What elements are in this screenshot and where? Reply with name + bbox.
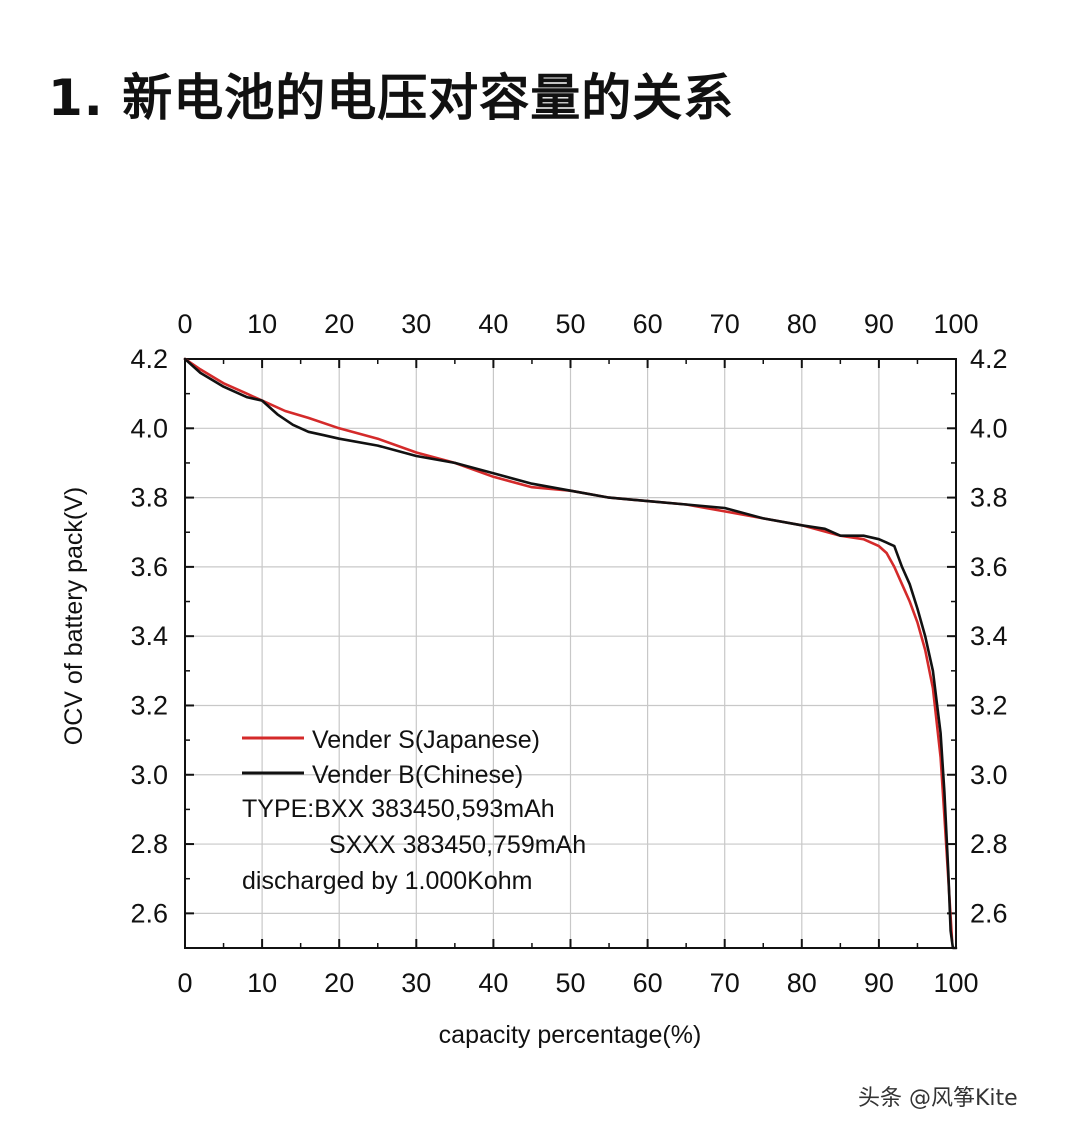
y-tick-label-right: 3.2 [970, 690, 1008, 720]
x-tick-label-top: 20 [324, 309, 354, 339]
x-tick-label-bottom: 90 [864, 968, 894, 998]
y-tick-label-left: 3.4 [130, 621, 168, 651]
y-tick-label-left: 4.0 [130, 413, 168, 443]
x-tick-label-top: 80 [787, 309, 817, 339]
y-tick-label-right: 3.8 [970, 483, 1008, 513]
y-tick-label-right: 4.2 [970, 344, 1008, 374]
y-tick-label-right: 4.0 [970, 413, 1008, 443]
series-line-vender-s [183, 357, 954, 943]
y-tick-label-left: 3.0 [130, 760, 168, 790]
x-tick-label-top: 40 [478, 309, 508, 339]
annotation-type-bxx: TYPE:BXX 383450,593mAh [242, 795, 555, 823]
tick-labels: 0 0 10 10 20 20 30 30 40 40 50 50 60 60 70 70 80 80 90 90 10… [130, 309, 1007, 998]
x-tick-label-top: 100 [933, 309, 978, 339]
x-tick-label-bottom: 10 [247, 968, 277, 998]
y-tick-label-left: 3.2 [130, 690, 168, 720]
x-tick-label-bottom: 20 [324, 968, 354, 998]
x-tick-label-top: 0 [177, 309, 192, 339]
x-axis-title: capacity percentage(%) [439, 1021, 702, 1049]
x-tick-label-bottom: 40 [478, 968, 508, 998]
x-tick-label-bottom: 100 [933, 968, 978, 998]
series-lines [183, 357, 958, 950]
x-tick-label-bottom: 0 [177, 968, 192, 998]
x-tick-label-bottom: 70 [710, 968, 740, 998]
x-tick-label-bottom: 60 [633, 968, 663, 998]
y-tick-label-right: 3.4 [970, 621, 1008, 651]
y-tick-label-left: 3.6 [130, 552, 168, 582]
grid-lines [185, 359, 956, 948]
series-line-vender-b [183, 357, 958, 950]
legend: Vender S(Japanese) Vender B(Chinese) [242, 726, 540, 789]
x-tick-label-top: 10 [247, 309, 277, 339]
x-tick-label-bottom: 50 [555, 968, 585, 998]
y-tick-label-right: 3.0 [970, 760, 1008, 790]
x-tick-label-top: 30 [401, 309, 431, 339]
x-tick-label-top: 60 [633, 309, 663, 339]
y-tick-label-right: 2.6 [970, 898, 1008, 928]
y-tick-label-left: 2.8 [130, 829, 168, 859]
watermark: 头条 @风筝Kite [858, 1086, 1018, 1111]
x-tick-label-top: 50 [555, 309, 585, 339]
legend-label-vender-b: Vender B(Chinese) [312, 761, 523, 789]
y-tick-label-right: 3.6 [970, 552, 1008, 582]
page-heading: 1. 新电池的电压对容量的关系 [48, 69, 735, 127]
x-tick-label-bottom: 30 [401, 968, 431, 998]
legend-label-vender-s: Vender S(Japanese) [312, 726, 540, 754]
annotation-sxxx: SXXX 383450,759mAh [329, 831, 586, 859]
y-tick-label-left: 4.2 [130, 344, 168, 374]
annotation-discharge: discharged by 1.000Kohm [242, 867, 532, 895]
x-tick-label-bottom: 80 [787, 968, 817, 998]
x-tick-label-top: 90 [864, 309, 894, 339]
x-tick-label-top: 70 [710, 309, 740, 339]
y-axis-title: OCV of battery pack(V) [60, 487, 88, 745]
y-tick-label-left: 2.6 [130, 898, 168, 928]
y-tick-label-left: 3.8 [130, 483, 168, 513]
axis-ticks [184, 358, 957, 949]
y-tick-label-right: 2.8 [970, 829, 1008, 859]
